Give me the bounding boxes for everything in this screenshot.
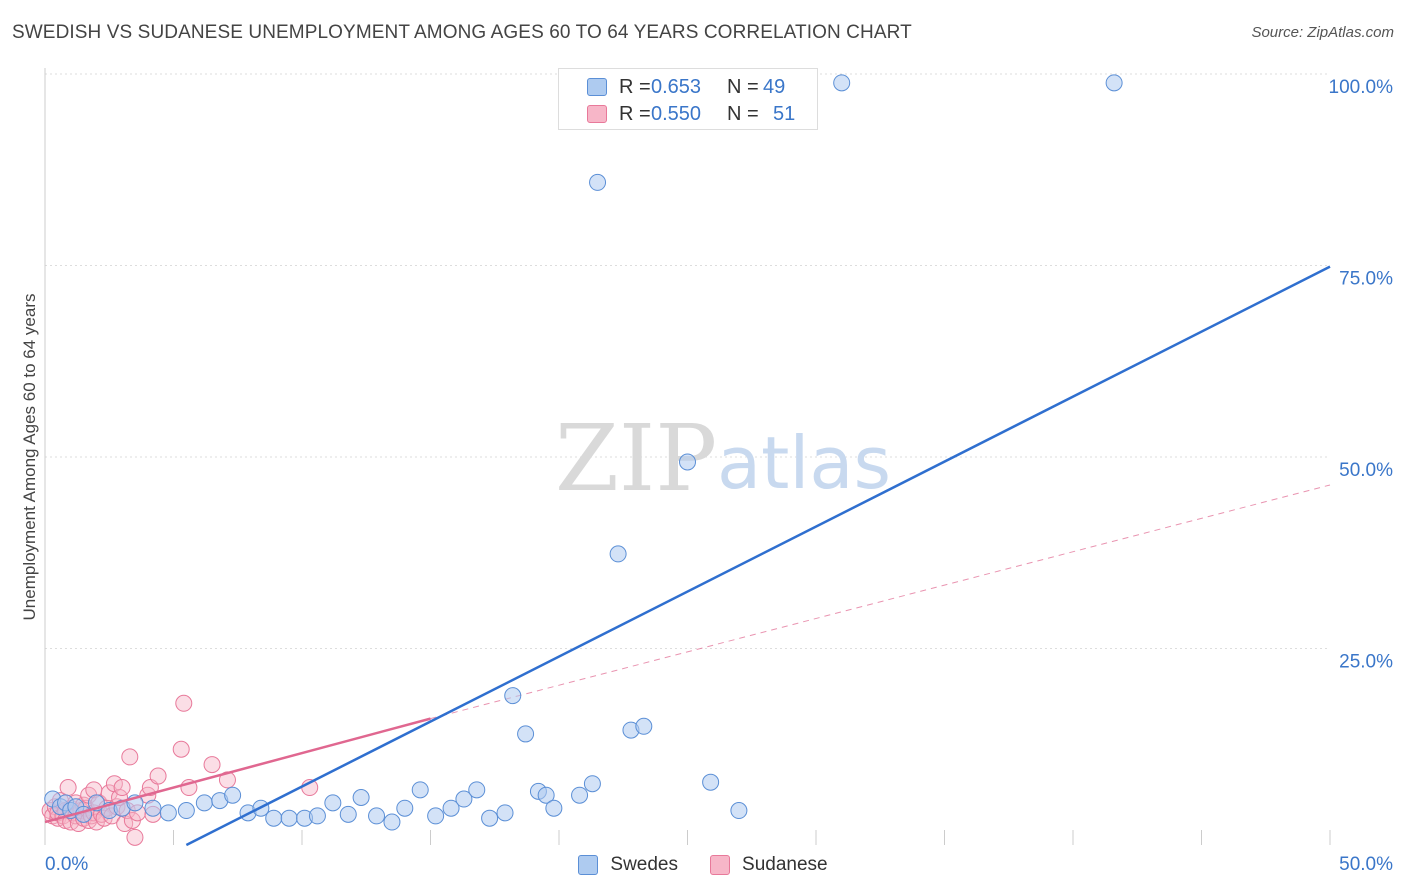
- swedes-point[interactable]: [352, 789, 370, 807]
- correlation-legend: R = 0.653 N = 49 R = 0.550 N = 51: [558, 68, 818, 130]
- x-tick-label: 0.0%: [45, 854, 88, 875]
- swedes-point[interactable]: [571, 786, 589, 804]
- swedes-point[interactable]: [427, 807, 445, 825]
- legend-item-sudanese[interactable]: Sudanese: [710, 854, 828, 876]
- swedes-point[interactable]: [368, 807, 386, 825]
- swedes-legend-label: Swedes: [610, 854, 679, 875]
- swedes-point[interactable]: [537, 786, 555, 804]
- sudanese-swatch: [587, 105, 607, 123]
- chart-grid: [44, 73, 1331, 845]
- trendlines-back: [430, 484, 1331, 720]
- y-tick-label: 100.0%: [1329, 77, 1394, 98]
- swedes-point[interactable]: [224, 786, 242, 804]
- x-tick-label: 50.0%: [1339, 854, 1393, 875]
- trendlines-front: [44, 265, 1331, 847]
- n-value: 49: [763, 75, 786, 98]
- swedes-point[interactable]: [324, 794, 342, 812]
- r-label: R =: [619, 102, 651, 125]
- legend-row-sudanese: R = 0.550 N = 51: [587, 101, 795, 127]
- swedes-point[interactable]: [177, 802, 195, 820]
- series-legend: Swedes Sudanese: [0, 852, 1406, 878]
- swedes-swatch: [587, 78, 607, 96]
- swedes-point[interactable]: [455, 790, 473, 808]
- swedes-point[interactable]: [517, 725, 535, 743]
- swedes-point[interactable]: [504, 687, 522, 705]
- swedes-point[interactable]: [308, 807, 326, 825]
- swedes-point[interactable]: [144, 799, 162, 817]
- swedes-point[interactable]: [730, 802, 748, 820]
- swedes-point[interactable]: [589, 173, 607, 191]
- swedes-point[interactable]: [1105, 74, 1123, 92]
- swedes-point[interactable]: [833, 74, 851, 92]
- swedes-point[interactable]: [339, 805, 357, 823]
- swedes-point[interactable]: [583, 775, 601, 793]
- swedes-point[interactable]: [679, 453, 696, 471]
- y-tick-label: 25.0%: [1339, 652, 1393, 673]
- chart-title: SWEDISH VS SUDANESE UNEMPLOYMENT AMONG A…: [12, 22, 912, 43]
- swedes-point[interactable]: [496, 804, 514, 822]
- sudanese-point[interactable]: [113, 779, 131, 797]
- swedes-point[interactable]: [411, 781, 429, 799]
- y-tick-label: 50.0%: [1339, 460, 1393, 481]
- source-credit: Source: ZipAtlas.com: [1251, 24, 1394, 41]
- sudanese-trendline: [44, 717, 431, 824]
- swedes-trendline: [185, 265, 1331, 847]
- n-label: N =: [727, 75, 759, 98]
- swedes-point[interactable]: [396, 799, 414, 817]
- sudanese-point[interactable]: [100, 784, 118, 802]
- legend-row-swedes: R = 0.653 N = 49: [587, 74, 785, 100]
- tick-labels: 25.0% 50.0% 75.0% 100.0% 0.0% 50.0%: [45, 77, 1393, 875]
- n-value: 51: [773, 102, 796, 125]
- swedes-point[interactable]: [195, 794, 213, 812]
- sudanese-point[interactable]: [121, 748, 139, 766]
- swedes-point[interactable]: [609, 545, 627, 563]
- swedes-point[interactable]: [280, 809, 298, 827]
- r-label: R =: [619, 75, 651, 98]
- y-tick-label: 75.0%: [1339, 269, 1393, 290]
- swedes-point[interactable]: [635, 717, 653, 735]
- r-value: 0.653: [651, 75, 702, 98]
- watermark: ZIP atlas: [555, 405, 891, 512]
- swedes-point[interactable]: [545, 799, 563, 817]
- swedes-point[interactable]: [468, 781, 486, 799]
- swedes-point[interactable]: [481, 809, 499, 827]
- n-label: N =: [727, 102, 759, 125]
- sudanese-point[interactable]: [126, 828, 144, 846]
- swedes-point[interactable]: [442, 799, 460, 817]
- watermark-atlas: atlas: [717, 421, 891, 505]
- swedes-point[interactable]: [702, 773, 720, 791]
- sudanese-legend-swatch: [710, 855, 731, 875]
- swedes-point[interactable]: [159, 804, 177, 822]
- swedes-point[interactable]: [383, 813, 401, 831]
- swedes-point[interactable]: [265, 809, 283, 827]
- sudanese-point[interactable]: [175, 694, 193, 712]
- legend-item-swedes[interactable]: Swedes: [578, 854, 678, 876]
- sudanese-point[interactable]: [59, 779, 77, 797]
- r-value: 0.550: [651, 102, 702, 125]
- sudanese-point[interactable]: [149, 767, 167, 785]
- sudanese-trendline-extension: [430, 484, 1331, 720]
- sudanese-point[interactable]: [172, 740, 190, 758]
- swedes-legend-swatch: [578, 855, 599, 875]
- sudanese-legend-label: Sudanese: [742, 854, 828, 875]
- sudanese-point[interactable]: [203, 756, 221, 774]
- y-axis-label: Unemployment Among Ages 60 to 64 years: [20, 294, 39, 621]
